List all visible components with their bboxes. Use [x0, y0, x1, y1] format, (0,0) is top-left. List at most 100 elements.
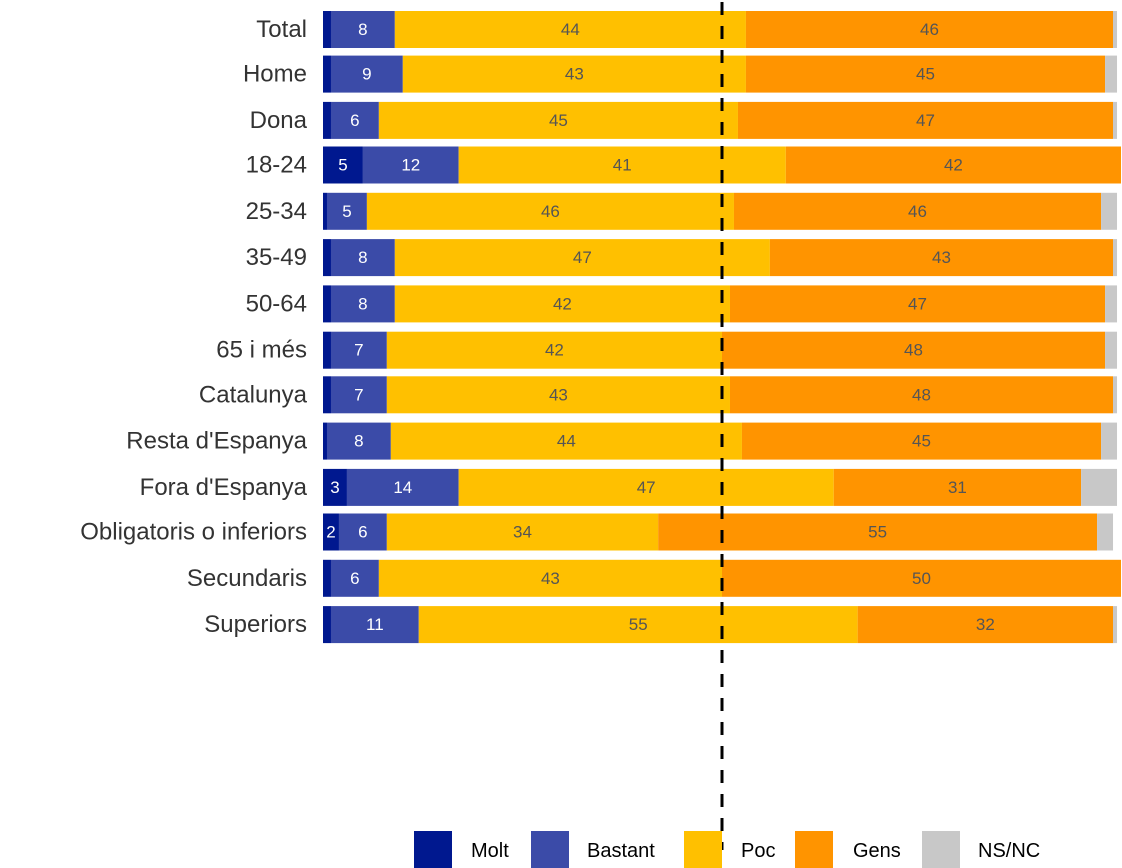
data-label: 43: [541, 569, 560, 588]
bar-segment: [745, 55, 1106, 93]
bar-segment: [323, 146, 363, 184]
bar-segment: [326, 192, 367, 230]
data-label: 9: [362, 65, 371, 84]
bar-segment: [458, 146, 786, 184]
legend-item: Gens: [795, 831, 901, 868]
bar-segment: [323, 468, 347, 506]
category-label: 50-64: [246, 290, 307, 317]
data-label: 5: [338, 156, 347, 175]
bar-segment: [729, 376, 1114, 414]
legend-swatch: [684, 831, 722, 868]
bar-segment: [394, 239, 770, 277]
data-label: 8: [358, 20, 367, 39]
bar-segment: [330, 606, 419, 644]
data-label: 41: [613, 156, 632, 175]
legend: Molt Bastant Poc Gens NS/NC: [414, 831, 1040, 868]
bar-row: Dona 6 45 47: [250, 101, 1118, 139]
bar-segment: [330, 101, 379, 139]
bar-segment: [722, 331, 1106, 369]
data-label: 47: [916, 111, 935, 130]
bar-segment: [323, 11, 331, 48]
data-label: 55: [868, 523, 887, 542]
legend-swatch: [531, 831, 569, 868]
bar-segment: [330, 376, 387, 414]
legend-item: Molt: [414, 831, 509, 868]
bar-segment: [769, 239, 1114, 277]
data-label: 48: [912, 385, 931, 404]
bar-segment: [1101, 422, 1118, 460]
legend-label: Bastant: [587, 840, 655, 862]
bar-segment: [1105, 285, 1118, 323]
bar-row: Obligatoris o inferiors 2 6 34 55: [80, 513, 1114, 551]
bar-segment: [1105, 331, 1118, 369]
bar-segment: [323, 101, 331, 139]
bar-segment: [394, 285, 730, 323]
bar-segment: [722, 559, 1121, 597]
category-label: Dona: [250, 107, 308, 134]
category-label: Fora d'Espanya: [140, 474, 308, 501]
bar-segment: [1113, 11, 1118, 48]
bar-segment: [785, 146, 1121, 184]
data-label: 32: [976, 615, 995, 634]
bar-row: 25-34 5 46 46: [246, 192, 1118, 230]
legend-item: Bastant: [531, 831, 655, 868]
category-label: Secundaris: [187, 565, 307, 592]
data-label: 3: [330, 478, 339, 497]
category-label: 25-34: [246, 198, 307, 225]
bar-segment: [323, 285, 331, 323]
bar-segment: [1101, 192, 1118, 230]
bar-segment: [390, 422, 742, 460]
bar-segment: [833, 468, 1082, 506]
data-label: 50: [912, 569, 931, 588]
legend-label: Molt: [471, 840, 509, 862]
category-label: 18-24: [246, 152, 307, 179]
data-label: 8: [354, 432, 363, 451]
bar-row: Superiors 11 55 32: [204, 606, 1118, 644]
data-label: 45: [916, 65, 935, 84]
bar-segment: [330, 11, 395, 48]
bar-segment: [323, 606, 331, 644]
bar-segment: [658, 513, 1098, 551]
data-label: 2: [326, 523, 335, 542]
data-label: 6: [358, 523, 367, 542]
bar-row: Home 9 43 45: [243, 55, 1118, 93]
bar-segment: [323, 239, 331, 277]
bar-row: Catalunya 7 43 48: [199, 376, 1118, 414]
bar-segment: [729, 285, 1106, 323]
category-label: Obligatoris o inferiors: [80, 519, 307, 546]
bar-segment: [346, 468, 459, 506]
bar-segment: [366, 192, 734, 230]
bar-segment: [338, 513, 387, 551]
bar-row: Secundaris 6 43 50: [187, 559, 1121, 597]
data-label: 45: [912, 432, 931, 451]
data-label: 47: [908, 294, 927, 313]
bar-segment: [857, 606, 1114, 644]
bar-segment: [362, 146, 459, 184]
bar-segment: [330, 55, 403, 93]
data-label: 6: [350, 569, 359, 588]
bar-segment: [1097, 513, 1114, 551]
data-label: 43: [565, 65, 584, 84]
data-label: 43: [932, 248, 951, 267]
category-label: 65 i més: [216, 337, 307, 364]
bar-segment: [323, 513, 339, 551]
bar-segment: [1105, 55, 1118, 93]
data-label: 14: [393, 478, 412, 497]
legend-swatch: [795, 831, 833, 868]
bar-segment: [386, 331, 722, 369]
bar-segment: [323, 331, 331, 369]
bar-segment: [330, 331, 387, 369]
category-label: Home: [243, 61, 307, 88]
bar-segment: [386, 376, 730, 414]
bar-row: Resta d'Espanya 8 44 45: [126, 422, 1118, 460]
bar-row: Total 8 44 46: [256, 11, 1118, 48]
bar-segment: [326, 422, 391, 460]
bar-segment: [323, 192, 327, 230]
bar-segment: [737, 101, 1114, 139]
data-label: 5: [342, 202, 351, 221]
data-label: 42: [944, 156, 963, 175]
bar-segment: [330, 239, 395, 277]
data-label: 8: [358, 294, 367, 313]
data-label: 7: [354, 341, 363, 360]
